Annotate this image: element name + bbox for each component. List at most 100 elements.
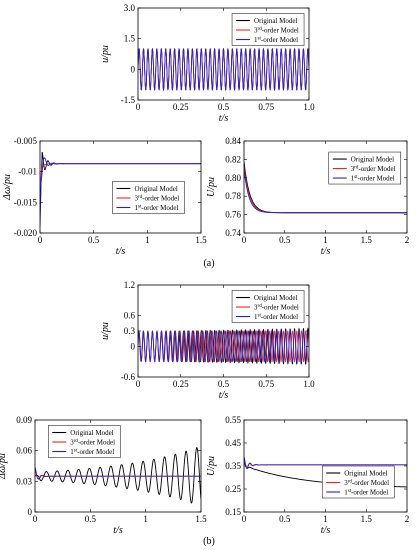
y-tick-label: 0.80 [225,173,241,183]
x-tick-label: 0.75 [258,102,274,112]
x-tick-label: 0 [242,514,247,524]
plot-area [244,161,407,214]
y-tick-label: 0.74 [225,228,241,238]
y-tick-label: 0.25 [225,484,241,494]
y-axis-label: Δω/pu [0,453,8,480]
y-tick-label: -0.6 [121,372,136,382]
y-tick-label: -0.01 [18,167,37,177]
y-tick-label: 0.6 [124,311,136,321]
y-tick-label: 0.35 [225,461,241,471]
y-tick-label: -0.020 [14,228,38,238]
x-tick-label: 0.5 [218,102,230,112]
y-axis-label: U/pu [206,456,217,476]
y-tick-label: 0 [131,341,136,351]
y-tick-label: 0.55 [225,415,241,425]
y-tick-label: 0.45 [225,438,241,448]
y-axis-label: u/pu [100,322,111,340]
series-first-order [244,456,407,470]
x-tick-label: 1 [145,235,150,245]
series-first-order [138,47,309,91]
plot-area [138,327,309,365]
x-tick-label: 0.75 [258,379,274,389]
legend-label: 1st-order Model [254,36,298,44]
x-tick-label: 0.5 [218,379,230,389]
legend-label: 3rd-order Model [254,304,299,312]
panel-a3: 0 0.5 1 1.5 2 0.84 0.82 0.80 0.78 0.76 0.74 t/s U/pu… [206,136,409,257]
x-tick-label: 0 [242,235,247,245]
legend-label: 1st-order Model [344,489,388,497]
y-tick-label: 0.84 [225,136,241,146]
y-tick-label: 1.2 [124,280,135,290]
series-first-order [244,168,407,214]
legend-label: 1st-order Model [70,448,114,456]
x-tick-label: 0.5 [85,514,97,524]
x-tick-label: 0.25 [173,102,189,112]
series-original [138,47,309,91]
series-original [35,447,201,504]
y-axis-label: u/pu [100,45,111,63]
panel-b1: 0 0.25 0.5 0.75 1.01.20.60.30-0.6t/su/puOrig… [100,280,315,401]
legend-label: Original Model [70,429,113,437]
x-tick-label: 0 [136,102,141,112]
x-tick-label: 0 [136,379,141,389]
x-tick-label: 2 [405,514,410,524]
x-tick-label: 1 [323,235,328,245]
caption-a: (a) [203,258,214,269]
x-tick-label: 0.5 [88,235,100,245]
legend-label: Original Model [134,185,177,193]
x-tick-label: 1.5 [195,235,207,245]
series-first-order [35,466,201,480]
panel-a1: 0 0.25 0.5 0.75 1.0-1.501.53.0t/su/puOrigina… [100,3,315,124]
y-tick-label: 0.15 [225,507,241,517]
legend-label: Original Model [254,17,297,25]
x-tick-label: 1.0 [303,379,315,389]
y-tick-label: 0.76 [225,210,241,220]
caption-b: (b) [203,536,215,547]
legend-label: 3rd-order Model [70,439,115,447]
x-axis-label: t/s [219,113,229,124]
y-axis-label: U/pu [206,177,217,197]
legend-label: 3rd-order Model [351,165,396,173]
x-tick-label: 1.5 [361,235,373,245]
legend-label: Original Model [254,294,297,302]
x-tick-label: 0.5 [279,514,291,524]
y-tick-label: 1.5 [124,34,136,44]
x-tick-label: 1.5 [195,514,207,524]
axes-frame [39,140,202,234]
y-tick-label: 0 [131,64,136,74]
legend-label: 3rd-order Model [254,27,299,35]
y-tick-label: 0.82 [225,154,241,164]
y-tick-label: 0.3 [124,326,136,336]
plot-area [35,447,201,504]
legend-label: 3rd-order Model [134,194,179,202]
x-axis-label: t/s [116,246,126,257]
legend-label: 1st-order Model [134,204,178,212]
y-tick-label: -0.005 [14,136,38,146]
panel-b2: 0 0.5 1 1.5 0.09 0.06 0.03 0 t/s Δω/pu Original Mo… [0,415,207,536]
panel-b3: 0 0.5 1 1.5 2 0.55 0.45 0.35 0.25 0.15 t/s U/pu Orig… [206,415,409,536]
legend-label: Original Model [351,156,394,164]
plot-area [40,151,201,227]
y-tick-label: -0.015 [14,197,38,207]
x-tick-label: 2 [405,235,410,245]
y-tick-label: 0.78 [225,191,241,201]
x-axis-label: t/s [321,525,331,536]
x-tick-label: 1.5 [361,514,373,524]
x-tick-label: 1 [323,514,328,524]
x-tick-label: 1.0 [303,102,315,112]
x-tick-label: 1 [143,514,148,524]
x-tick-label: 0.5 [279,235,291,245]
series-first-order [138,330,309,363]
y-tick-label: -1.5 [121,95,136,105]
plot-area [138,47,309,91]
y-axis-label: Δω/pu [2,174,13,201]
legend-label: 1st-order Model [254,313,298,321]
legend-label: Original Model [344,470,387,478]
y-tick-label: 0 [28,507,33,517]
